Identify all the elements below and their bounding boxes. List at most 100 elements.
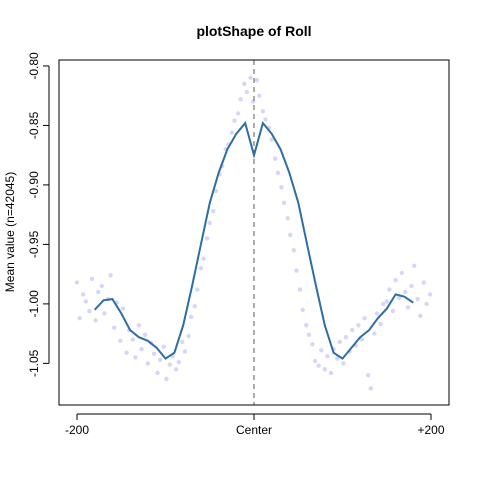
scatter-point bbox=[424, 301, 429, 307]
scatter-point bbox=[124, 350, 129, 355]
x-tick-label: Center bbox=[236, 423, 272, 437]
scatter-point bbox=[325, 354, 330, 359]
scatter-point bbox=[211, 208, 216, 214]
scatter-point bbox=[387, 287, 392, 292]
scatter-point bbox=[409, 283, 414, 289]
scatter-point bbox=[195, 287, 200, 292]
scatter-point bbox=[130, 337, 135, 342]
scatter-point bbox=[198, 266, 204, 271]
scatter-point bbox=[300, 307, 305, 312]
scatter-point bbox=[415, 296, 420, 302]
scatter-point bbox=[89, 276, 95, 282]
scatter-point bbox=[204, 236, 210, 241]
scatter-point bbox=[399, 270, 404, 276]
scatter-point bbox=[87, 308, 92, 314]
scatter-point bbox=[403, 289, 408, 295]
scatter-point bbox=[356, 323, 361, 328]
x-tick-label: +200 bbox=[417, 423, 444, 437]
scatter-point bbox=[294, 268, 299, 273]
scatter-point bbox=[279, 185, 284, 190]
scatter-point bbox=[232, 118, 237, 123]
scatter-point bbox=[374, 311, 380, 316]
scatter-point bbox=[350, 327, 355, 333]
scatter-point bbox=[229, 130, 235, 135]
scatter-point bbox=[335, 356, 340, 361]
scatter-point bbox=[180, 339, 185, 345]
scatter-point bbox=[421, 280, 427, 285]
scatter-point bbox=[112, 325, 117, 330]
scatter-point bbox=[390, 308, 396, 314]
scatter-point bbox=[201, 256, 206, 261]
y-tick-label: -0.85 bbox=[27, 111, 41, 139]
scatter-point bbox=[136, 323, 142, 328]
scatter-point bbox=[120, 306, 126, 311]
scatter-point bbox=[310, 342, 315, 347]
scatter-point bbox=[328, 370, 334, 376]
scatter-point bbox=[273, 156, 278, 161]
scatter-point bbox=[248, 75, 253, 81]
scatter-point bbox=[281, 200, 287, 205]
scatter-point bbox=[319, 348, 324, 353]
scatter-point bbox=[288, 232, 293, 238]
scatter-point bbox=[142, 332, 148, 337]
scatter-point bbox=[316, 363, 321, 368]
scatter-point bbox=[155, 370, 160, 376]
scatter-point bbox=[242, 81, 247, 87]
scatter-point bbox=[322, 367, 327, 372]
scatter-point bbox=[368, 386, 373, 391]
scatter-point bbox=[133, 355, 138, 360]
x-axis: -200 Center +200 bbox=[65, 413, 445, 437]
scatter-point bbox=[118, 338, 123, 343]
scatter-point bbox=[285, 216, 290, 221]
scatter-point bbox=[412, 263, 417, 268]
scatter-point bbox=[304, 323, 309, 328]
chart-title: plotShape of Roll bbox=[196, 23, 311, 39]
scatter-point bbox=[275, 170, 281, 176]
scatter-point bbox=[158, 357, 163, 362]
scatter-point bbox=[244, 89, 250, 95]
scatter-point bbox=[77, 316, 82, 321]
scatter-point bbox=[263, 117, 268, 122]
scatter-point bbox=[139, 346, 144, 352]
scatter-point bbox=[173, 367, 179, 372]
scatter-point bbox=[145, 361, 150, 366]
scatter-point bbox=[359, 337, 365, 342]
scatter-point bbox=[393, 277, 398, 283]
scatter-point bbox=[260, 109, 266, 114]
scatter-point bbox=[337, 339, 342, 345]
scatter-point bbox=[186, 333, 191, 339]
scatter-point bbox=[99, 283, 105, 289]
scatter-point bbox=[176, 360, 181, 365]
scatter-point bbox=[96, 289, 101, 295]
scatter-point bbox=[343, 335, 349, 340]
plot-frame bbox=[58, 59, 450, 406]
scatter-point bbox=[93, 318, 98, 323]
scatter-point bbox=[238, 97, 243, 102]
scatter-point bbox=[81, 292, 86, 297]
y-tick-label: -1.05 bbox=[27, 349, 41, 377]
scatter-point bbox=[83, 299, 89, 304]
scatter-point bbox=[297, 287, 303, 292]
scatter-point bbox=[372, 331, 377, 336]
scatter-point bbox=[164, 376, 169, 381]
scatter-point bbox=[378, 321, 383, 327]
scatter-point bbox=[108, 273, 113, 278]
y-tick-label: -0.90 bbox=[27, 171, 41, 199]
scatter-point bbox=[362, 316, 367, 321]
scatter-point bbox=[291, 248, 296, 253]
scatter-point bbox=[102, 311, 107, 316]
scatter-point bbox=[366, 373, 371, 378]
scatter-point bbox=[269, 137, 274, 142]
scatter-point bbox=[207, 220, 212, 226]
y-tick-label: -0.95 bbox=[27, 230, 41, 258]
scatter-point bbox=[341, 361, 346, 366]
scatter-point bbox=[167, 362, 173, 367]
x-tick-label: -200 bbox=[65, 423, 89, 437]
scatter-point bbox=[182, 349, 188, 354]
y-axis-label: Mean value (n=42045) bbox=[3, 172, 17, 292]
y-axis: -0.80 -0.85 -0.90 -0.95 -1.00 -1.05 bbox=[27, 52, 50, 377]
scatter-point bbox=[381, 301, 386, 307]
scatter-point bbox=[405, 305, 411, 310]
scatter-point bbox=[427, 292, 433, 297]
